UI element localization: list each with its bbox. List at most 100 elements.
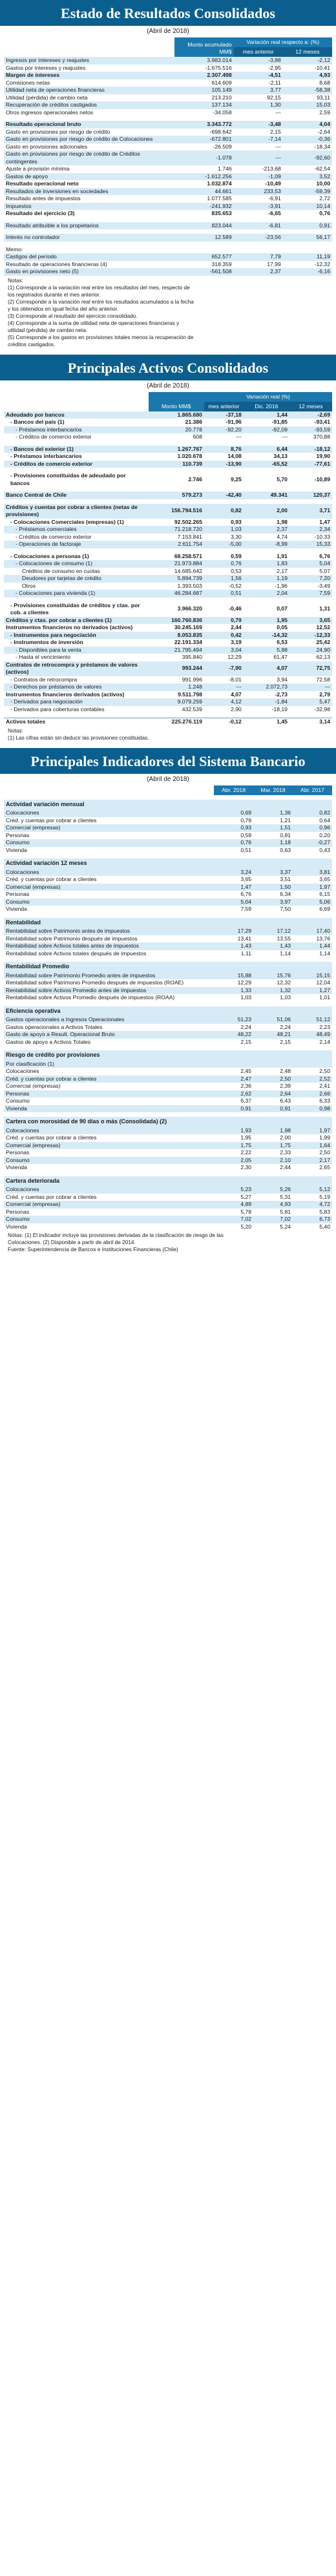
row-spacer — [4, 487, 332, 492]
row-label: Vivienda — [4, 1105, 215, 1112]
row-value: 6,73 — [293, 1216, 332, 1223]
row-value: -1.675.516 — [205, 64, 232, 71]
row-value: 62,13 — [316, 654, 330, 660]
row-value: 6,15 — [319, 891, 330, 897]
row-value: 21.795.494 — [148, 646, 204, 654]
row-label: Créditos y ctas. por cobrar a clientes (… — [4, 616, 149, 624]
row-label: Ingresos por intereses y reajustes — [4, 57, 175, 65]
row-value: 48,21 — [253, 1031, 293, 1039]
row-label: Personas — [6, 891, 30, 897]
table-row: Adeudado por bancos 1.865.680 -37,18 1,44 -2… — [4, 411, 332, 419]
row-value: -7,90 — [204, 661, 244, 676]
row-value: -5,00 — [204, 541, 244, 548]
row-label: Rentabilidad sobre Patrimonio después de… — [6, 935, 138, 942]
row-label: Gasto en provisiones adicionales — [6, 143, 88, 150]
col-12-meses: 12 meses — [282, 47, 332, 57]
row-value: 2,36 — [240, 1083, 252, 1089]
row-value: 4,74 — [277, 533, 288, 540]
table-row: Resultado antes de impuestos 1.077.585 -6,… — [4, 195, 332, 203]
row-value: -12,33 — [289, 631, 332, 639]
row-value — [253, 1060, 293, 1068]
row-spacer — [4, 913, 332, 918]
row-value: 21.973.884 — [148, 560, 204, 568]
row-value: 1,91 — [277, 552, 288, 559]
row-value: 7,59 — [240, 906, 252, 912]
row-value: 4,93 — [282, 72, 332, 79]
row-label: - Derivados para coberturas contables — [10, 705, 105, 712]
row-value: 1,56 — [204, 575, 244, 583]
table-row: Resultados de inversiones en sociedades 4… — [4, 187, 332, 195]
table-row: Consumo 5,04 3,97 5,06 — [4, 898, 332, 906]
row-value: 92,15 — [267, 94, 281, 101]
row-value: 17,12 — [253, 928, 293, 935]
row-value: 1,98 — [253, 1127, 293, 1134]
row-label: Rentabilidad sobre Patrimonio Promedio a… — [4, 971, 215, 979]
row-value: -34.058 — [213, 109, 232, 116]
row-value: 0,76 — [214, 839, 254, 847]
row-value: 5,24 — [280, 1223, 291, 1230]
table-row: Contratos de retrocompra y préstamos de … — [4, 661, 332, 676]
table-row: Personas 2,62 2,64 2,66 — [4, 1090, 332, 1097]
row-value: 4,89 — [214, 1201, 254, 1209]
row-value: -91,85 — [271, 419, 288, 425]
row-value: 0,79 — [240, 816, 252, 824]
row-value: 2,15 — [270, 128, 281, 135]
row-spacer — [4, 1046, 332, 1050]
row-value: 3,97 — [253, 898, 293, 906]
income-statement-notes: Notas: (1) Corresponde a la variación rea… — [8, 277, 328, 348]
row-value: 2,15 — [240, 1038, 252, 1045]
note-line: utilidad (pérdida) de cambio neta. — [8, 326, 88, 333]
row-label: Resultado del ejercicio (3) — [6, 210, 75, 216]
row-value: 0,82 — [293, 809, 332, 817]
row-value: 2.746 — [188, 475, 202, 483]
row-value: 1.020.678 — [177, 453, 202, 459]
table-row: Rentabilidad sobre Patrimonio después de… — [4, 935, 332, 943]
table-row: - Préstamos interbancarios 1.020.678 14,08… — [4, 453, 332, 461]
table-row: Personas 6,76 6,34 6,15 — [4, 891, 332, 898]
row-label: Resultado de operaciones financieras (4) — [6, 260, 107, 267]
row-value: 1,75 — [253, 1141, 293, 1149]
row-spacer — [4, 1046, 332, 1050]
row-value: 5,20 — [240, 1223, 252, 1230]
row-value: 4,04 — [282, 121, 332, 129]
row-label: Personas — [6, 1208, 30, 1215]
row-value: -7,14 — [233, 136, 283, 143]
table-row-total: Activos totales 225.276.119 -0,12 1,45 3… — [4, 718, 332, 726]
table-row: - Bancos del país (1) 21.386 -91,96 -91,85 -… — [4, 419, 332, 426]
row-value: 105.149 — [174, 87, 234, 94]
total-value: 3,14 — [289, 718, 332, 726]
row-label: Consumo — [4, 839, 215, 847]
row-label: - Instrumentos de inversión — [10, 639, 83, 645]
row-label: Personas — [6, 1149, 30, 1156]
row-spacer — [4, 548, 332, 553]
table-row: - Bancos del exterior (1) 1.267.767 8,76 6,… — [4, 445, 332, 453]
row-value: 1,03 — [280, 994, 291, 1001]
row-spacer — [4, 1172, 332, 1176]
row-value: 579.273 — [148, 492, 204, 499]
row-value: -92,09 — [243, 426, 289, 433]
row-label: Gasto en provisiones neto (5) — [4, 268, 175, 276]
row-value: 614.609 — [211, 79, 232, 86]
table-row: - Colocaciones Comerciales (empresas) (1… — [4, 519, 332, 526]
table-row: Rentabilidad sobre Patrimonio Promedio a… — [4, 971, 332, 979]
row-value: 3,77 — [233, 87, 283, 94]
row-spacer — [4, 795, 332, 800]
row-value: 0,76 — [204, 560, 244, 568]
row-value: -42,40 — [204, 492, 244, 499]
row-value: 432.539 — [182, 705, 202, 712]
row-label: Resultado atribuible a los propietarios — [4, 222, 175, 229]
row-value: 2,59 — [319, 109, 330, 116]
row-value: 5.894.739 — [148, 575, 204, 583]
row-value: 3,37 — [253, 868, 293, 876]
row-value: 17,99 — [267, 260, 281, 267]
row-value: 1,47 — [319, 518, 330, 525]
row-value: 34,13 — [273, 453, 288, 459]
row-value: 5,88 — [243, 646, 289, 654]
row-value: 46.284.687 — [148, 590, 204, 597]
note-line: (2) Corresponde a la variación real entr… — [8, 298, 194, 305]
row-value: 2,50 — [253, 1075, 293, 1083]
row-value: 2,37 — [243, 526, 289, 534]
table-row: - Provisiones constituidas de créditos y… — [4, 602, 332, 617]
row-value: -93,41 — [314, 419, 330, 425]
row-label: - Colocaciones a personas (1) — [10, 552, 89, 559]
